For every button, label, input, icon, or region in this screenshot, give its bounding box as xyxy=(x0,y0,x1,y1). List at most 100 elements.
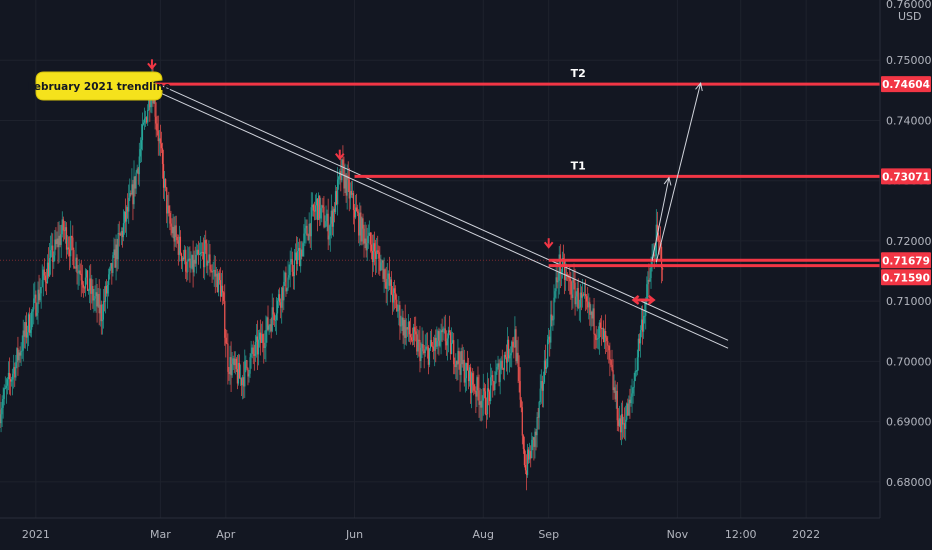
candle-body xyxy=(430,339,433,347)
candle-body xyxy=(635,371,637,372)
candle-body xyxy=(411,340,414,342)
candle-body xyxy=(419,340,421,362)
candle-body xyxy=(554,291,556,298)
candle-body xyxy=(295,252,298,264)
candle-body xyxy=(373,243,376,252)
candle-body xyxy=(613,387,615,391)
candle-body xyxy=(645,300,647,316)
candle-body xyxy=(595,335,597,340)
candle-body xyxy=(331,210,333,227)
candle-body xyxy=(499,369,501,383)
candle-body xyxy=(349,190,351,199)
candle-body xyxy=(1,407,3,415)
x-tick-label: 2022 xyxy=(792,528,820,541)
candle-body xyxy=(585,294,587,297)
candle-body xyxy=(572,279,574,298)
candle-body xyxy=(171,226,173,234)
candle-body xyxy=(605,330,607,338)
candle-body xyxy=(538,401,540,418)
candle-body xyxy=(236,369,239,384)
candle-body xyxy=(8,372,11,380)
candle-body xyxy=(476,377,478,397)
candle-body xyxy=(188,258,190,260)
candle-body xyxy=(286,288,288,292)
candle-body xyxy=(469,367,472,394)
candle-body xyxy=(649,278,651,282)
candle-body xyxy=(149,96,151,108)
candle-body xyxy=(210,269,212,272)
candle-body xyxy=(377,250,379,253)
candle-body xyxy=(631,393,633,397)
candle-body xyxy=(226,343,228,345)
candle-body xyxy=(406,327,408,330)
projection-arrowhead-0 xyxy=(663,176,672,186)
candle-body xyxy=(5,385,7,389)
candle-body xyxy=(515,329,517,362)
x-tick-label: Sep xyxy=(538,528,559,541)
candle-body xyxy=(362,218,364,229)
x-tick-label: Apr xyxy=(216,528,236,541)
trendline-lower xyxy=(151,88,729,349)
candle-body xyxy=(491,375,493,378)
candle-body xyxy=(526,449,529,476)
candle-body xyxy=(111,263,113,273)
candle-body xyxy=(479,401,481,405)
candle-body xyxy=(446,338,448,346)
candle-body xyxy=(445,341,447,346)
candle-body xyxy=(522,435,524,449)
candle-body xyxy=(115,244,117,268)
candle-body xyxy=(583,294,586,296)
candle-body xyxy=(82,284,84,288)
candle-body xyxy=(648,279,650,282)
candle-body xyxy=(155,116,157,124)
candle-body xyxy=(53,255,55,263)
candle-body xyxy=(384,269,386,283)
candle-body xyxy=(266,317,268,330)
candle-body xyxy=(141,124,144,141)
candle-body xyxy=(485,413,488,415)
y-tick-label: 0.75000 xyxy=(886,54,932,67)
candle-body xyxy=(337,179,339,205)
candle-body xyxy=(73,249,75,268)
candle-body xyxy=(46,262,49,284)
candle-body xyxy=(401,317,403,326)
candle-body xyxy=(387,273,389,279)
candle-body xyxy=(74,267,76,269)
candle-body xyxy=(478,390,480,405)
candle-body xyxy=(27,314,30,333)
candle-body xyxy=(43,269,45,276)
candle-body xyxy=(217,273,220,293)
candle-body xyxy=(588,302,590,308)
candle-body xyxy=(451,342,453,354)
candle-body xyxy=(219,280,222,297)
price-axis[interactable]: 0.76000 USD 0.750000.740000.730000.72000… xyxy=(879,0,932,518)
candle-body xyxy=(262,334,264,343)
candle-body xyxy=(654,255,656,257)
candle-body xyxy=(235,358,237,370)
candle-body xyxy=(189,258,191,268)
candle-body xyxy=(214,269,216,277)
candle-body xyxy=(289,261,291,276)
candle-body xyxy=(161,148,164,165)
candle-body xyxy=(662,268,664,270)
candle-body xyxy=(618,418,620,426)
candles xyxy=(0,67,664,491)
candle-body xyxy=(461,351,463,365)
candle-body xyxy=(298,247,300,252)
candle-body xyxy=(624,423,626,429)
candle-body xyxy=(98,294,100,314)
y-tick-label: 0.70000 xyxy=(886,355,932,368)
candle-body xyxy=(310,207,312,237)
time-axis[interactable]: 2021 Mar Apr Jun Aug Sep Nov 12:00 2022 xyxy=(0,517,880,541)
candle-body xyxy=(575,296,577,305)
candle-body xyxy=(109,268,111,275)
candle-body xyxy=(404,319,406,338)
candle-body xyxy=(197,249,199,255)
candle-body xyxy=(233,358,235,366)
candle-body xyxy=(258,332,261,340)
candle-body xyxy=(265,329,267,347)
candle-body xyxy=(641,319,644,332)
candle-body xyxy=(300,249,302,267)
candle-body xyxy=(40,287,42,294)
